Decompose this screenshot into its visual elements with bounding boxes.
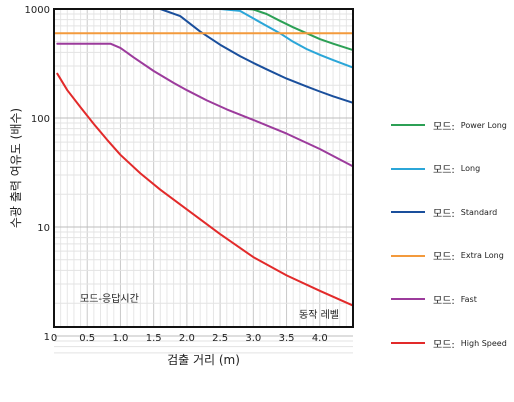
legend-series-name: High Speed — [460, 338, 507, 348]
series-line-power-long — [245, 8, 354, 52]
y-tick-label: 1000 — [25, 5, 50, 16]
y-tick-label: 1 — [44, 332, 50, 343]
legend-item: 모드: Fast — [391, 292, 477, 307]
x-tick-label: 1.5 — [146, 333, 162, 344]
x-tick-label: 0.5 — [79, 333, 95, 344]
x-tick-label: 3.5 — [279, 333, 295, 344]
legend-mode-label: 모드: — [433, 252, 455, 264]
x-tick-label: 2.0 — [179, 333, 195, 344]
series-group — [53, 8, 354, 307]
legend-swatch — [391, 254, 425, 257]
annotation-mode-response: 모드-응답시간 — [80, 293, 139, 305]
grid-lines — [54, 9, 353, 354]
legend-swatch — [391, 298, 425, 301]
series-line-fast — [56, 42, 354, 168]
legend-item: 모드: High Speed — [391, 336, 507, 351]
y-axis-label: 수광 출력 여유도 (배수) — [9, 108, 23, 228]
legend-series-name: Standard — [460, 207, 498, 217]
legend-mode-label: 모드: — [433, 165, 455, 177]
legend-mode-label: 모드: — [433, 121, 455, 133]
legend-mode-label: 모드: — [433, 339, 455, 351]
x-tick-label: 0 — [51, 333, 57, 344]
plot-frame — [53, 8, 354, 328]
y-tick-label: 100 — [31, 114, 50, 125]
legend-mode-label: 모드: — [433, 208, 455, 220]
x-tick-label: 4.0 — [312, 333, 328, 344]
legend-item: 모드: Power Long — [391, 118, 507, 133]
y-tick-label: 10 — [37, 223, 50, 234]
legend-swatch — [391, 342, 425, 344]
x-tick-label: 1.0 — [112, 333, 128, 344]
legend-item: 모드: Standard — [391, 205, 498, 220]
legend-swatch — [391, 124, 425, 126]
annotation-operation-level: 동작 레벨 — [299, 309, 339, 321]
x-tick-label: 2.5 — [212, 333, 228, 344]
x-tick-label: 3.0 — [245, 333, 261, 344]
legend-series-name: Long — [460, 164, 481, 174]
legend-item: 모드: Long — [391, 162, 480, 176]
legend-item: 모드: Extra Long — [391, 249, 504, 263]
x-axis-label: 검출 거리 (m) — [167, 353, 240, 367]
legend-series-name: Power Long — [460, 120, 507, 130]
plot-background — [54, 9, 353, 327]
legend-series-name: Extra Long — [460, 251, 504, 261]
series-line-standard — [139, 8, 354, 104]
legend-mode-label: 모드: — [433, 295, 455, 307]
series-line-high-speed — [56, 72, 354, 307]
legend-swatch — [391, 211, 425, 214]
legend-series-name: Fast — [460, 294, 477, 304]
legend-swatch — [391, 167, 425, 170]
